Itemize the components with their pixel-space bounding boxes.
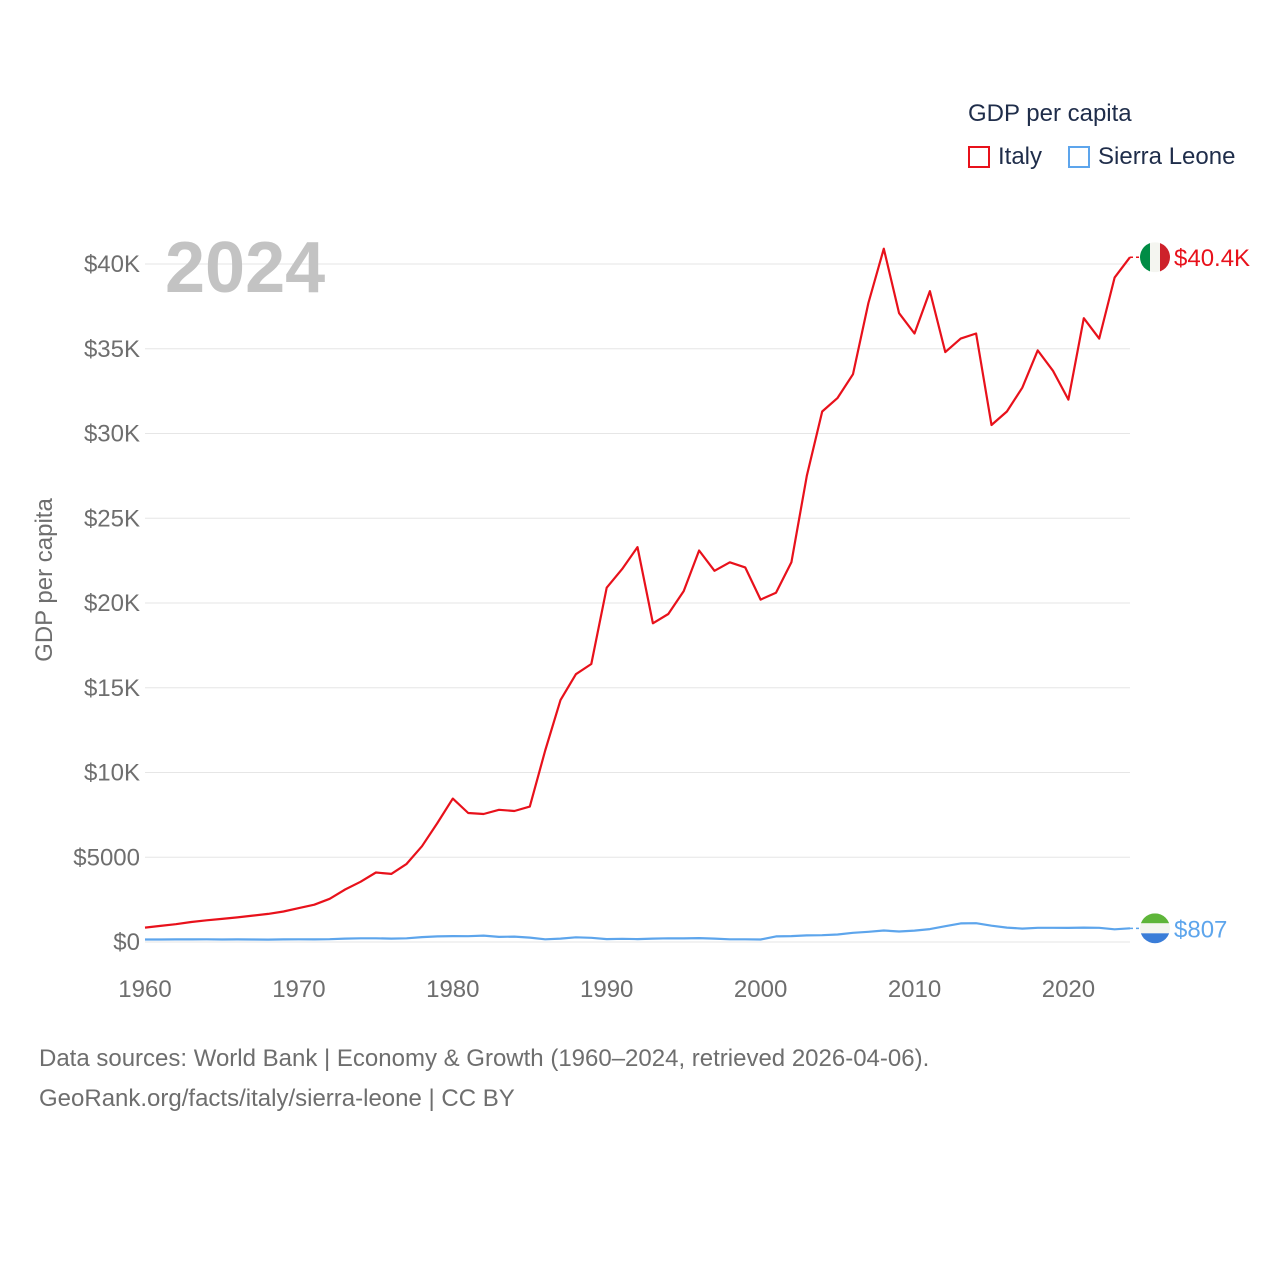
legend-swatch-italy bbox=[968, 146, 990, 168]
y-tick-label: $30K bbox=[84, 421, 140, 448]
x-tick-label: 1970 bbox=[272, 976, 325, 1003]
legend-label-italy: Italy bbox=[998, 143, 1043, 170]
legend-item-sierra-leone[interactable]: Sierra Leone bbox=[1068, 143, 1235, 171]
y-tick-label: $25K bbox=[84, 505, 140, 532]
x-axis-ticks: 1960 1970 1980 1990 2000 2010 2020 bbox=[118, 976, 1095, 1003]
x-tick-label: 2010 bbox=[888, 976, 941, 1003]
y-tick-label: $5000 bbox=[73, 844, 140, 871]
end-value-label: $40.4K bbox=[1174, 245, 1250, 272]
legend-item-italy[interactable]: Italy bbox=[968, 143, 1042, 171]
y-axis-label: GDP per capita bbox=[31, 498, 58, 662]
y-axis-ticks: $0 $5000 $10K $15K $20K $25K $30K $35K $40K bbox=[73, 251, 140, 956]
x-tick-label: 1980 bbox=[426, 976, 479, 1003]
x-tick-label: 2000 bbox=[734, 976, 787, 1003]
italy-flag-icon bbox=[1140, 242, 1170, 273]
x-tick-label: 1990 bbox=[580, 976, 633, 1003]
x-tick-label: 1960 bbox=[118, 976, 171, 1003]
series-end-markers: $40.4K $807 bbox=[1130, 242, 1250, 944]
legend-title: GDP per capita bbox=[968, 100, 1132, 127]
series-line-sierra-leone bbox=[145, 922, 1131, 941]
grid-lines bbox=[145, 263, 1130, 943]
y-tick-label: $40K bbox=[84, 251, 140, 278]
footer-sources: Data sources: World Bank | Economy & Gro… bbox=[39, 1045, 930, 1072]
y-tick-label: $20K bbox=[84, 590, 140, 617]
legend-label-sierra-leone: Sierra Leone bbox=[1098, 143, 1236, 170]
legend-swatch-sierra-leone bbox=[1068, 146, 1090, 168]
sierra-leone-flag-icon bbox=[1140, 913, 1170, 944]
x-tick-label: 2020 bbox=[1042, 976, 1095, 1003]
end-value-label: $807 bbox=[1174, 916, 1227, 943]
footer-link[interactable]: GeoRank.org/facts/italy/sierra-leone | C… bbox=[39, 1085, 515, 1112]
series-lines bbox=[144, 247, 1131, 941]
y-tick-label: $0 bbox=[113, 929, 140, 956]
series-line-italy bbox=[144, 247, 1131, 929]
y-tick-label: $15K bbox=[84, 675, 140, 702]
y-tick-label: $35K bbox=[84, 336, 140, 363]
year-label: 2024 bbox=[165, 228, 326, 308]
y-tick-label: $10K bbox=[84, 760, 140, 787]
